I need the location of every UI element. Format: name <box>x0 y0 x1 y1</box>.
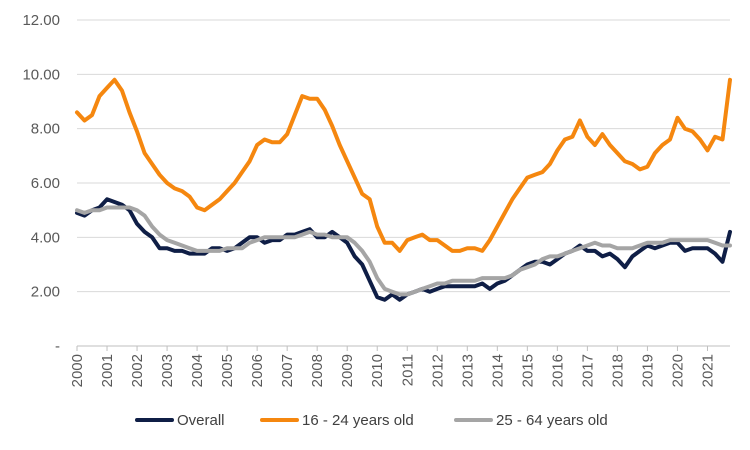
x-tick-label: 2003 <box>159 354 176 387</box>
x-tick-label: 2005 <box>219 354 236 387</box>
x-axis: 2000 2001 2002 2003 2004 2005 2006 2007 2008 2009… <box>69 345 730 387</box>
y-tick-label: 12.00 <box>22 12 60 29</box>
legend-label: Overall <box>177 412 225 429</box>
legend-label: 16 - 24 years old <box>302 412 414 429</box>
x-tick-label: 2019 <box>639 354 656 387</box>
legend-label: 25 - 64 years old <box>496 412 608 429</box>
y-tick-label: 4.00 <box>31 229 60 246</box>
x-tick-label: 2011 <box>399 354 416 386</box>
x-tick-label: 2006 <box>249 354 266 387</box>
y-axis-tick-labels: - 2.00 4.00 6.00 8.00 10.00 12.00 <box>22 12 60 355</box>
y-tick-label: 6.00 <box>31 175 60 192</box>
series-line-2 <box>75 205 732 297</box>
x-tick-label: 2009 <box>339 354 356 387</box>
x-tick-label: 2021 <box>699 354 716 387</box>
x-tick-label: 2002 <box>129 354 146 387</box>
x-tick-label: 2013 <box>459 354 476 387</box>
series-lines <box>75 77 732 302</box>
grid-lines <box>77 19 730 293</box>
legend: Overall 16 - 24 years old 25 - 64 years ol… <box>135 412 608 429</box>
series-line-1 <box>75 77 732 253</box>
x-tick-label: 2016 <box>549 354 566 387</box>
y-tick-label: 10.00 <box>22 66 60 83</box>
series-line-0 <box>75 197 732 302</box>
x-tick-label: 2007 <box>279 354 296 387</box>
x-tick-label: 2008 <box>309 354 326 387</box>
x-tick-label: 2018 <box>609 354 626 387</box>
x-tick-label: 2017 <box>579 354 596 387</box>
x-tick-label: 2001 <box>99 354 116 387</box>
x-tick-label: 2000 <box>69 354 86 387</box>
y-tick-label: 2.00 <box>31 284 60 301</box>
x-tick-label: 2014 <box>489 354 506 387</box>
x-tick-label: 2004 <box>189 354 206 387</box>
y-tick-label: 8.00 <box>31 121 60 138</box>
y-tick-label: - <box>55 338 60 355</box>
x-tick-label: 2010 <box>369 354 386 387</box>
x-tick-label: 2012 <box>429 354 446 387</box>
x-tick-label: 2020 <box>669 354 686 387</box>
x-tick-label: 2015 <box>519 354 536 387</box>
